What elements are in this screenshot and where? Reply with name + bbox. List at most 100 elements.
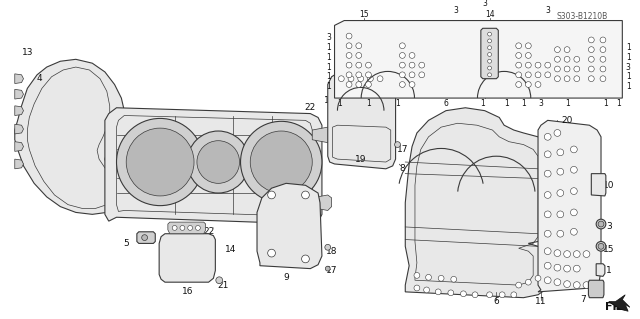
Text: 1: 1 [626,72,630,81]
Circle shape [216,277,223,284]
Circle shape [195,226,200,230]
Circle shape [574,76,580,82]
Circle shape [188,131,249,193]
Circle shape [325,244,331,250]
Circle shape [399,53,405,58]
Circle shape [535,275,541,281]
Circle shape [356,72,362,78]
Circle shape [557,149,564,156]
Text: 10: 10 [603,181,614,190]
Text: 6: 6 [493,297,499,306]
Circle shape [598,221,604,227]
Circle shape [365,62,371,68]
Circle shape [461,291,467,297]
Text: 1: 1 [326,82,331,91]
Text: 20: 20 [561,116,573,125]
Circle shape [424,287,429,293]
Circle shape [583,251,590,257]
Circle shape [141,235,147,241]
Circle shape [511,292,516,298]
Text: 3: 3 [326,33,331,42]
Text: 1: 1 [366,100,371,108]
Circle shape [554,250,561,256]
Circle shape [346,72,352,78]
Circle shape [301,255,309,263]
Text: 1: 1 [606,266,612,275]
Circle shape [268,249,275,257]
Text: 4: 4 [36,74,42,83]
Circle shape [451,276,456,282]
Polygon shape [312,195,332,211]
Circle shape [414,272,420,278]
Circle shape [557,211,564,218]
Circle shape [116,118,204,206]
Circle shape [348,76,354,82]
Text: 1: 1 [326,43,331,52]
Polygon shape [481,28,499,79]
Circle shape [356,53,362,58]
Text: 1: 1 [395,100,400,108]
Polygon shape [609,295,630,311]
Circle shape [545,151,551,158]
Text: 1: 1 [626,53,630,62]
Circle shape [545,248,551,255]
Circle shape [268,191,275,199]
Polygon shape [15,59,126,214]
Circle shape [588,47,594,53]
Circle shape [564,76,570,82]
Text: S303-B1210B: S303-B1210B [556,12,607,21]
Circle shape [525,53,531,58]
Circle shape [525,82,531,87]
Polygon shape [168,222,205,234]
Text: 8: 8 [399,164,405,173]
Circle shape [570,188,577,195]
Circle shape [399,62,405,68]
Circle shape [588,66,594,72]
Circle shape [598,243,604,249]
Text: 19: 19 [355,155,367,164]
Circle shape [488,39,492,43]
Polygon shape [405,108,554,298]
Circle shape [535,82,541,87]
Text: 11: 11 [535,297,547,306]
Circle shape [545,211,551,218]
Text: 3: 3 [626,63,630,71]
Text: 1: 1 [326,53,331,62]
Text: 15: 15 [603,245,614,254]
Circle shape [172,226,177,230]
Circle shape [488,73,492,77]
Circle shape [564,265,570,272]
Polygon shape [588,280,604,298]
Text: 1: 1 [481,100,485,108]
Circle shape [545,62,550,68]
Circle shape [573,251,580,257]
Circle shape [554,264,561,271]
Circle shape [414,285,420,291]
Text: 1: 1 [326,63,331,71]
Text: 1: 1 [616,100,621,108]
Circle shape [516,282,522,288]
Circle shape [395,142,401,147]
Circle shape [554,66,560,72]
Text: 3: 3 [538,100,543,108]
Text: 15: 15 [359,10,369,19]
Polygon shape [328,72,396,169]
Circle shape [525,72,531,78]
Polygon shape [15,142,24,151]
Polygon shape [159,234,215,282]
Circle shape [516,43,522,49]
Circle shape [516,72,522,78]
Text: FR.: FR. [605,302,626,312]
Circle shape [545,262,551,269]
Polygon shape [591,174,606,196]
Circle shape [409,82,415,87]
Text: 22: 22 [305,103,316,112]
Circle shape [426,274,431,280]
Circle shape [367,76,373,82]
Circle shape [574,56,580,62]
Circle shape [600,56,606,62]
Text: 3: 3 [483,0,487,8]
Circle shape [325,266,330,271]
Circle shape [356,82,362,87]
Polygon shape [15,74,24,84]
